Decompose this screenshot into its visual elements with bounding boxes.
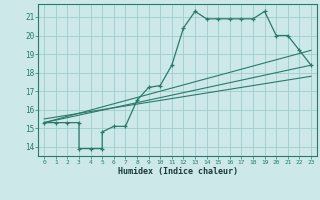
X-axis label: Humidex (Indice chaleur): Humidex (Indice chaleur) [118, 167, 238, 176]
